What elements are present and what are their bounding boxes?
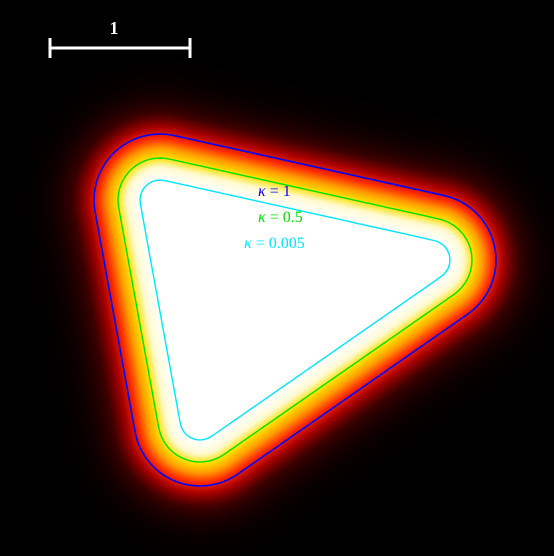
scale-bar-label: 1 [110,18,119,38]
iso-label-0.5: κ = 0.5 [258,209,303,226]
iso-contour-0.5 [118,158,472,462]
figure-stage: κ = 1κ = 0.5κ = 0.0051 [0,0,554,556]
iso-label-0.005: κ = 0.005 [244,235,305,252]
overlay-svg: κ = 1κ = 0.5κ = 0.0051 [0,0,554,556]
scale-bar: 1 [50,18,190,58]
